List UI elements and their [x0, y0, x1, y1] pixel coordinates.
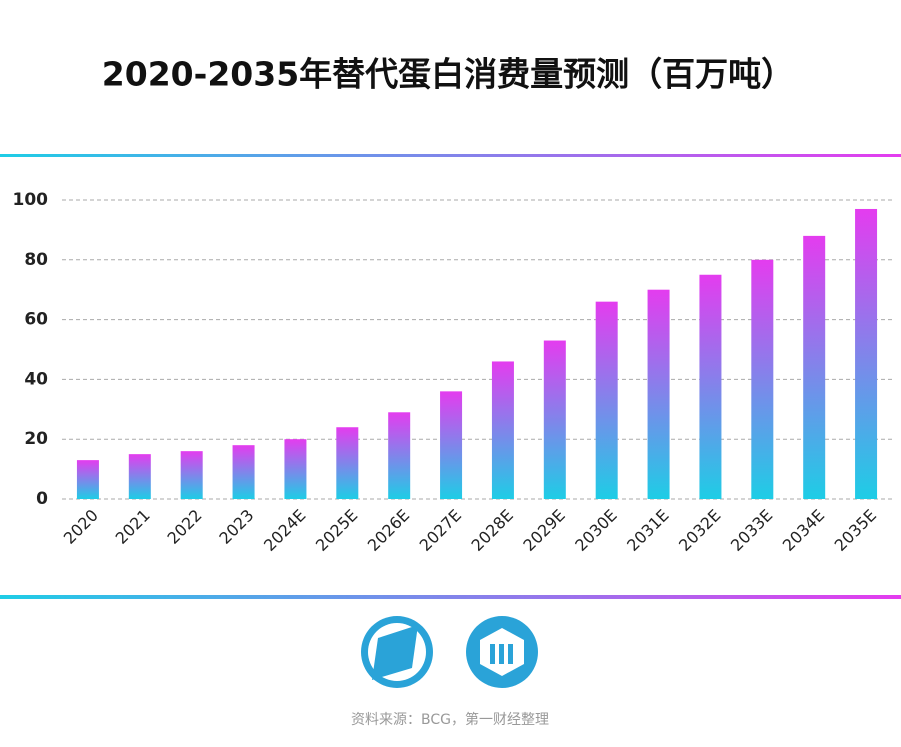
bar	[699, 274, 722, 499]
bar	[388, 412, 411, 499]
x-tick-label: 2032E	[675, 506, 724, 555]
y-tick-label: 0	[36, 489, 48, 509]
bar	[128, 454, 151, 499]
chart-title: 2020-2035年替代蛋白消费量预测（百万吨）	[102, 55, 794, 94]
x-tick-label: 2022	[163, 506, 205, 548]
bar	[803, 235, 826, 499]
divider	[0, 154, 901, 157]
x-tick-label: 2033E	[727, 506, 776, 555]
y-tick-label: 80	[24, 250, 48, 270]
bar	[180, 451, 203, 499]
x-tick-label: 2023	[215, 506, 257, 548]
bar	[76, 460, 99, 499]
bar	[751, 259, 774, 499]
bar	[543, 340, 566, 499]
bar	[284, 439, 307, 499]
x-tick-label: 2030E	[571, 506, 620, 555]
bar	[440, 391, 463, 499]
source: 资料来源：BCG，第一财经整理	[351, 711, 549, 728]
logo	[466, 616, 538, 688]
x-tick-label: 2034E	[779, 506, 828, 555]
x-tick-label: 2025E	[312, 506, 361, 555]
x-tick-label: 2028E	[468, 506, 517, 555]
divider	[0, 595, 901, 599]
bar	[647, 289, 670, 499]
x-tick-label: 2031E	[623, 506, 672, 555]
y-tick-label: 60	[24, 310, 48, 330]
x-tick-label: 2027E	[416, 506, 465, 555]
x-tick-label: 2020	[60, 506, 102, 548]
x-tick-label: 2026E	[364, 506, 413, 555]
y-tick-label: 100	[13, 190, 49, 210]
bar	[491, 361, 514, 499]
y-tick-label: 20	[24, 429, 48, 449]
x-tick-label: 2024E	[260, 506, 309, 555]
bar	[336, 427, 359, 499]
bar	[855, 208, 878, 499]
bar	[232, 445, 255, 499]
bar	[595, 301, 618, 499]
x-tick-label: 2035E	[831, 506, 880, 555]
y-tick-label: 40	[24, 369, 48, 389]
logo	[361, 616, 433, 688]
x-tick-label: 2029E	[519, 506, 568, 555]
x-tick-label: 2021	[112, 506, 154, 548]
